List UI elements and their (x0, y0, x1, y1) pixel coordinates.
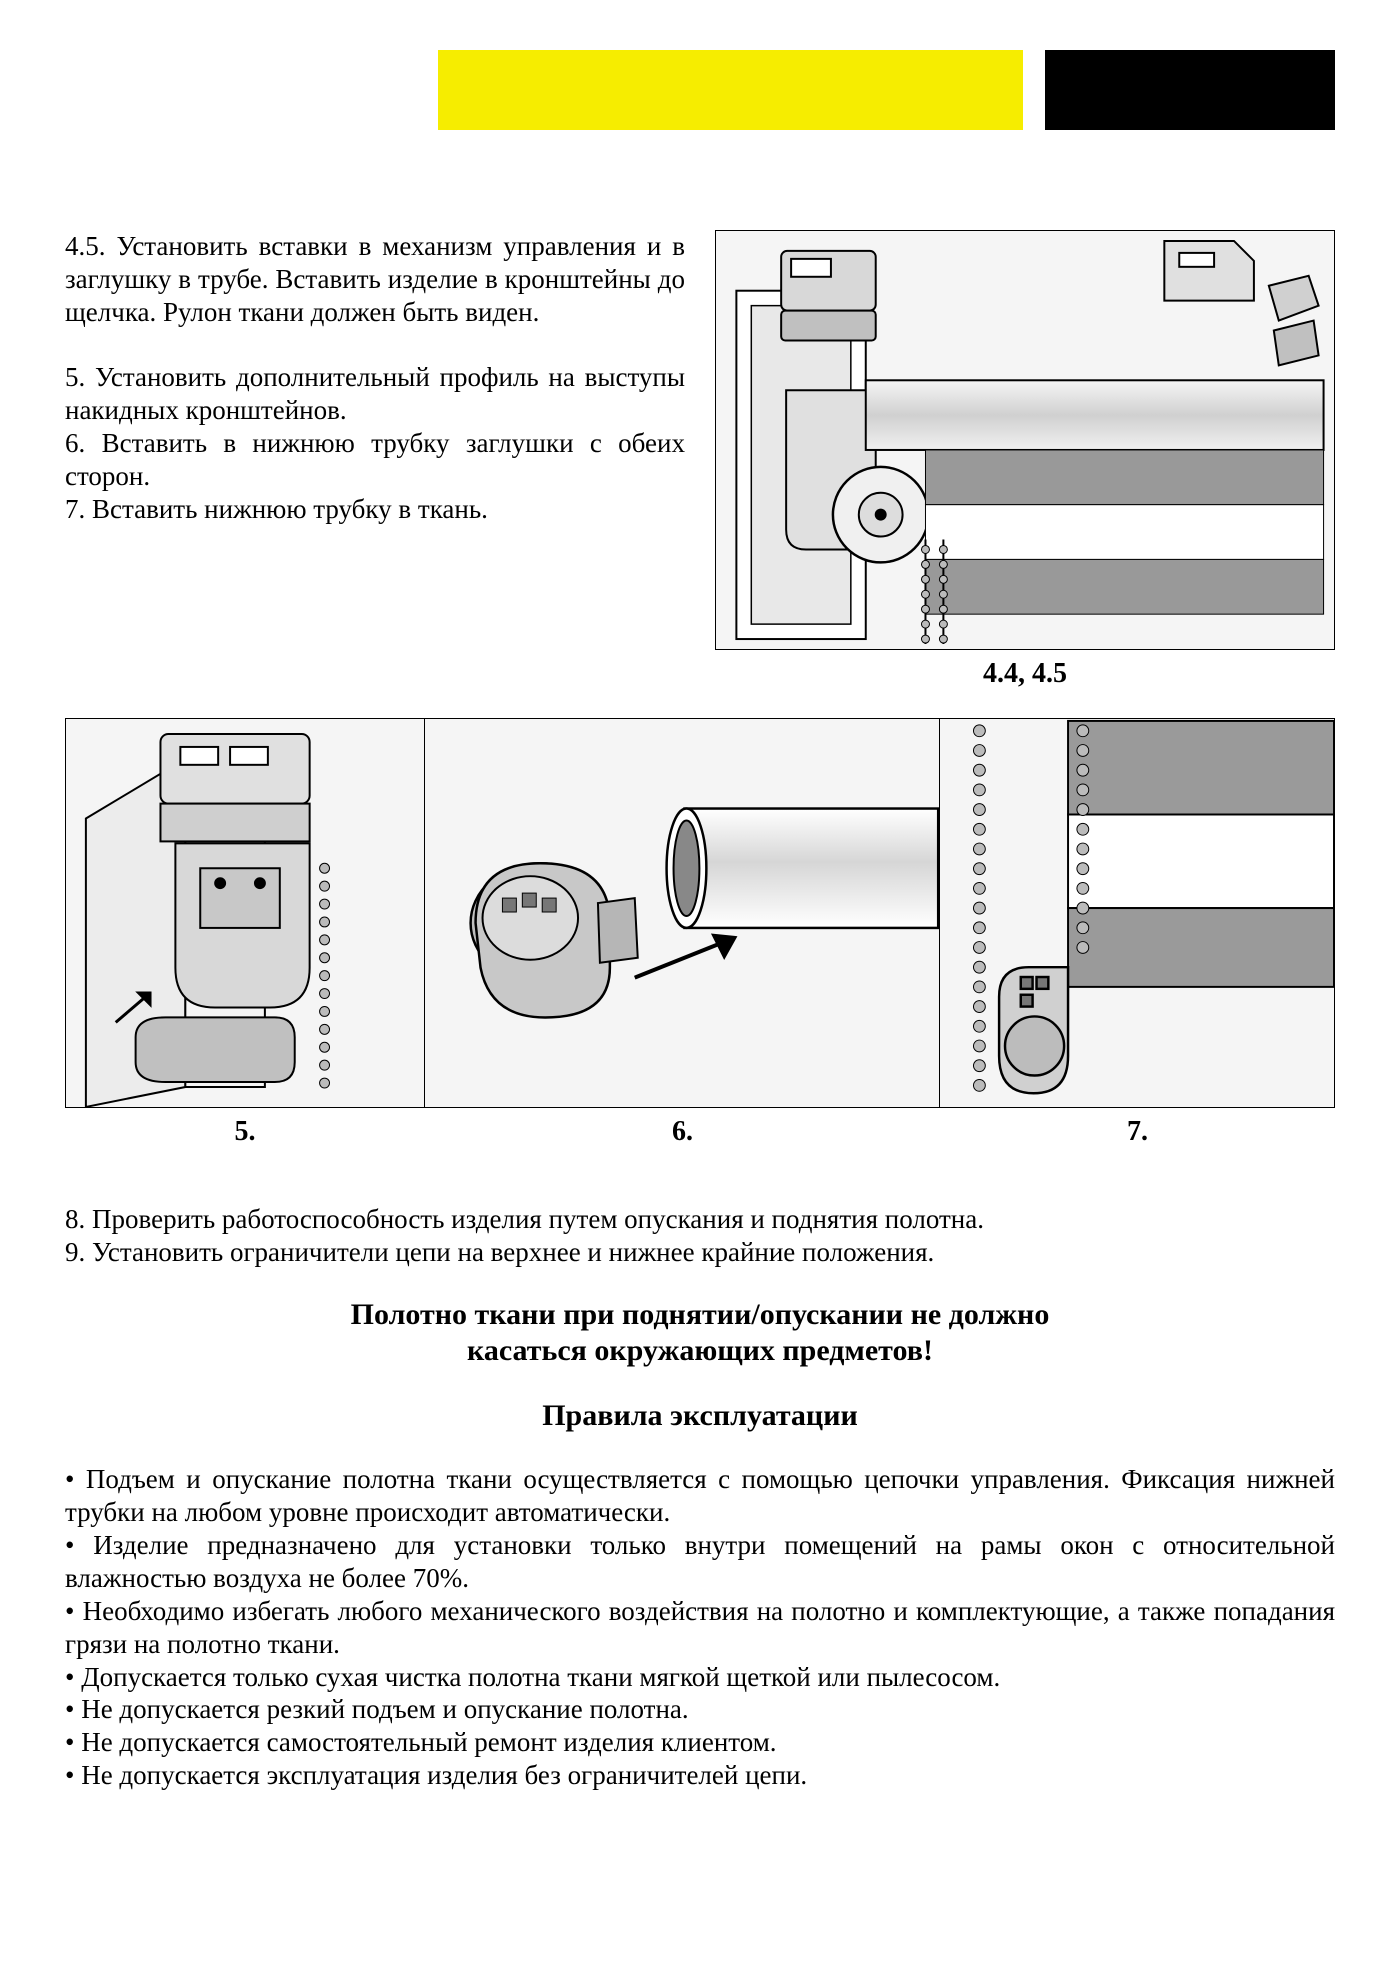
diagram-6 (425, 718, 940, 1108)
step-6: 6. Вставить в нижнюю трубку заглушки с о… (65, 427, 685, 493)
instruction-text-column: 4.5. Установить вставки в механизм управ… (65, 230, 685, 690)
yellow-bar (438, 50, 1023, 130)
warning-line-2: касаться окружающих предметов! (65, 1333, 1335, 1369)
caption-6: 6. (672, 1116, 693, 1148)
figure-6: 6. (425, 718, 940, 1148)
caption-5: 5. (235, 1116, 256, 1148)
step-9: 9. Установить ограничители цепи на верхн… (65, 1236, 1335, 1269)
rule-1: • Подъем и опускание полотна ткани осуще… (65, 1463, 1335, 1529)
figures-row-5-6-7: 5. (65, 718, 1335, 1148)
rule-4: • Допускается только сухая чистка полотн… (65, 1661, 1335, 1694)
warning-line-1: Полотно ткани при поднятии/опускании не … (65, 1297, 1335, 1333)
step-4-5: 4.5. Установить вставки в механизм управ… (65, 230, 685, 329)
rule-2: • Изделие предназначено для установки то… (65, 1529, 1335, 1595)
step-8: 8. Проверить работоспособность изделия п… (65, 1203, 1335, 1236)
rules-title: Правила эксплуатации (65, 1399, 1335, 1433)
diagram-7 (940, 718, 1335, 1108)
caption-4-4-4-5: 4.4, 4.5 (983, 658, 1067, 690)
header-bars (65, 50, 1335, 130)
rules-list: • Подъем и опускание полотна ткани осуще… (65, 1463, 1335, 1792)
page: 4.5. Установить вставки в механизм управ… (0, 0, 1400, 1980)
warning-heading: Полотно ткани при поднятии/опускании не … (65, 1297, 1335, 1369)
rule-5: • Не допускается резкий подъем и опускан… (65, 1693, 1335, 1726)
black-bar (1045, 50, 1335, 130)
diagram-5 (65, 718, 425, 1108)
step-7: 7. Вставить нижнюю трубку в ткань. (65, 493, 685, 526)
step-5: 5. Установить дополнительный профиль на … (65, 361, 685, 427)
figure-4-4-4-5: 4.4, 4.5 (715, 230, 1335, 690)
steps-8-9: 8. Проверить работоспособность изделия п… (65, 1203, 1335, 1269)
rule-7: • Не допускается эксплуатация изделия бе… (65, 1759, 1335, 1792)
caption-7: 7. (1127, 1116, 1148, 1148)
figure-5: 5. (65, 718, 425, 1148)
rule-3: • Необходимо избегать любого механическо… (65, 1595, 1335, 1661)
top-section: 4.5. Установить вставки в механизм управ… (65, 230, 1335, 690)
figure-7: 7. (940, 718, 1335, 1148)
rule-6: • Не допускается самостоятельный ремонт … (65, 1726, 1335, 1759)
diagram-4-4-4-5 (715, 230, 1335, 650)
